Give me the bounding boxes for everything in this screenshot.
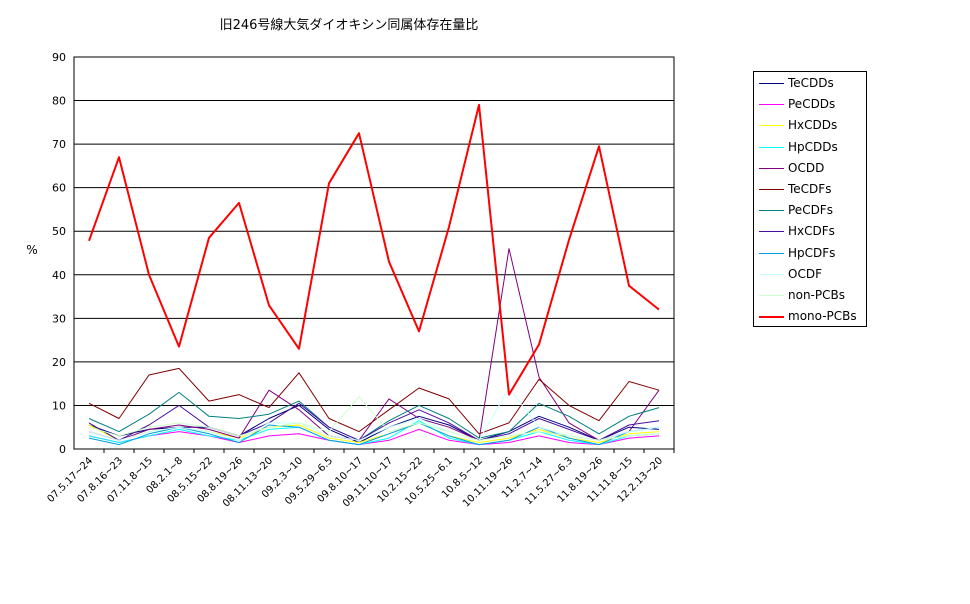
series-line-non-pcbs [88, 396, 660, 441]
legend-swatch [759, 188, 784, 190]
legend-swatch [759, 125, 784, 127]
legend-swatch [759, 294, 784, 296]
series-line-ocdd [88, 248, 660, 441]
y-tick-label: 20 [52, 356, 66, 369]
legend-label: OCDD [788, 160, 825, 175]
y-axis-label: % [26, 243, 37, 257]
legend-swatch [759, 210, 784, 212]
legend-item: OCDF [754, 264, 866, 285]
legend-item: TeCDDs [754, 73, 866, 94]
series-line-ocdf [88, 387, 660, 441]
y-tick-label: 60 [52, 182, 66, 195]
chart-title: 旧246号線大気ダイオキシン同属体存在量比 [220, 17, 479, 33]
legend-item: mono-PCBs [754, 306, 866, 327]
legend-swatch [759, 83, 784, 84]
legend-label: non-PCBs [788, 287, 845, 302]
grid-lines [74, 100, 674, 406]
legend-item: PeCDFs [754, 200, 866, 221]
legend-label: HpCDDs [788, 139, 838, 154]
legend-label: PeCDDs [788, 97, 836, 112]
legend-label: OCDF [788, 266, 822, 281]
legend-item: HpCDDs [754, 137, 866, 158]
legend-swatch [759, 167, 784, 169]
series-line-pecdds [88, 428, 660, 446]
legend-item: OCDD [754, 158, 866, 179]
legend-swatch [759, 316, 784, 319]
legend-item: HxCDDs [754, 115, 866, 136]
legend-label: TeCDDs [788, 76, 834, 90]
y-tick-label: 90 [52, 51, 66, 64]
y-tick-label: 30 [52, 312, 66, 325]
y-tick-label: 0 [59, 443, 66, 456]
legend: TeCDDs PeCDDs HxCDDs HpCDDs OCDD TeCDFs PeCDFs… [753, 71, 867, 327]
legend-item: PeCDDs [754, 94, 866, 115]
series-lines [88, 103, 660, 446]
legend-label: HpCDFs [788, 245, 836, 260]
legend-swatch [759, 252, 784, 254]
legend-label: TeCDFs [788, 181, 832, 196]
legend-swatch [759, 273, 784, 275]
series-line-hpcdds [88, 420, 660, 446]
legend-swatch [759, 104, 784, 106]
legend-item: non-PCBs [754, 285, 866, 306]
legend-label: HxCDFs [788, 224, 835, 239]
legend-swatch [759, 146, 784, 148]
legend-item: TeCDFs [754, 179, 866, 200]
y-tick-label: 70 [52, 138, 66, 151]
legend-label: HxCDDs [788, 118, 838, 133]
plot-area-border [73, 56, 675, 450]
y-tick-label: 10 [52, 399, 66, 412]
legend-swatch [759, 231, 784, 233]
series-line-tecdfs [88, 367, 660, 435]
series-line-hxcdfs [88, 402, 660, 441]
y-tick-labels: 0 10 20 30 40 50 60 70 80 90 [52, 51, 66, 456]
series-line-pecdfs [88, 391, 660, 441]
legend-item: HxCDFs [754, 221, 866, 242]
legend-label: PeCDFs [788, 203, 833, 218]
x-tick-labels: 07.5.17~2407.8.16~2307.11.8~1508.2.1~808… [45, 449, 675, 510]
y-tick-label: 40 [52, 269, 66, 282]
legend-item: HpCDFs [754, 243, 866, 264]
series-line-tecdds [88, 404, 660, 443]
legend-label: mono-PCBs [788, 309, 857, 324]
y-tick-label: 50 [52, 225, 66, 238]
y-tick-label: 80 [52, 95, 66, 108]
series-line-mono-pcbs [88, 103, 660, 396]
